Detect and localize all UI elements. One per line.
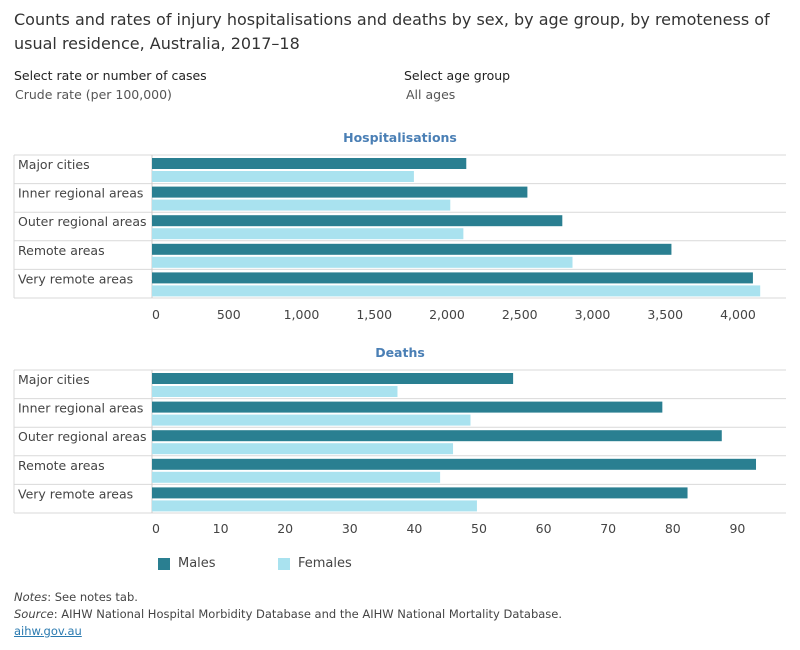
age-group-selector[interactable]: All ages xyxy=(406,87,456,102)
chart-1-bar-females xyxy=(152,414,471,426)
legend-males-label: Males xyxy=(178,556,216,571)
chart-1-tick-label: 20 xyxy=(277,521,293,536)
legend-males-swatch xyxy=(158,557,170,570)
chart-1-bar-males xyxy=(152,430,722,442)
rate-selector[interactable]: Crude rate (per 100,000) xyxy=(15,87,172,102)
notes-text: Notes: See notes tab. xyxy=(14,590,138,604)
chart-1-tick-label: 40 xyxy=(406,521,422,536)
legend-males[interactable]: Males xyxy=(158,556,216,571)
chart-1-category-label: Major cities xyxy=(18,372,90,387)
page-title: Counts and rates of injury hospitalisati… xyxy=(14,10,770,53)
chart-1-bar-males xyxy=(152,401,663,413)
chart-1-tick-label: 30 xyxy=(342,521,358,536)
source-body: : AIHW National Hospital Morbidity Datab… xyxy=(53,607,563,621)
age-group-selector-label: Select age group xyxy=(404,68,511,83)
chart-0-tick-label: 2,500 xyxy=(502,307,538,322)
chart-0-category-label: Inner regional areas xyxy=(18,186,143,201)
source-prefix: Source xyxy=(14,607,54,621)
chart-0-tick-label: 0 xyxy=(152,307,160,322)
chart-1-tick-label: 50 xyxy=(471,521,487,536)
legend-females-label: Females xyxy=(298,556,352,571)
chart-0-category-label: Very remote areas xyxy=(18,271,133,286)
chart-1-tick-label: 60 xyxy=(536,521,552,536)
chart-1-bar-females xyxy=(152,500,477,512)
chart-1-tick-label: 0 xyxy=(152,521,160,536)
chart-0-tick-label: 4,000 xyxy=(720,307,756,322)
chart-0-tick-label: 3,500 xyxy=(647,307,683,322)
chart-0-tick-label: 1,500 xyxy=(356,307,392,322)
chart-1-category-label: Remote areas xyxy=(18,458,105,473)
chart-0-tick-label: 2,000 xyxy=(429,307,465,322)
chart-1-tick-label: 80 xyxy=(665,521,681,536)
chart-0-category-label: Major cities xyxy=(18,157,90,172)
chart-0-bar-females xyxy=(152,285,761,297)
chart-0-bar-males xyxy=(152,243,672,255)
notes-prefix: Notes xyxy=(14,590,48,604)
chart-1-tick-label: 10 xyxy=(213,521,229,536)
chart-0-bar-females xyxy=(152,199,451,211)
chart-0-bar-females xyxy=(152,171,414,182)
chart-0-bar-males xyxy=(152,215,563,227)
aihw-link[interactable]: aihw.gov.au xyxy=(14,624,82,638)
chart-0-category-label: Outer regional areas xyxy=(18,214,147,229)
legend-females[interactable]: Females xyxy=(278,556,352,571)
notes-body: : See notes tab. xyxy=(47,590,138,604)
rate-selector-label: Select rate or number of cases xyxy=(14,68,207,83)
chart-1-bar-males xyxy=(152,487,688,499)
chart-0-bar-males xyxy=(152,186,528,198)
chart-1-bar-females xyxy=(152,386,398,397)
chart-1-bar-females xyxy=(152,443,454,455)
chart-0-tick-label: 1,000 xyxy=(284,307,320,322)
chart-0-bar-males xyxy=(152,158,467,169)
chart-1-tick-label: 90 xyxy=(729,521,745,536)
legend-females-swatch xyxy=(278,557,290,570)
chart-1-category-label: Very remote areas xyxy=(18,486,133,501)
chart-1-title: Deaths xyxy=(375,345,425,360)
chart-1-category-label: Outer regional areas xyxy=(18,429,147,444)
chart-0-category-label: Remote areas xyxy=(18,243,105,258)
chart-0-tick-label: 3,000 xyxy=(575,307,611,322)
chart-0-bar-females xyxy=(152,228,464,240)
chart-1-bar-females xyxy=(152,471,441,483)
chart-1-bar-males xyxy=(152,458,757,470)
source-text: Source: AIHW National Hospital Morbidity… xyxy=(14,607,562,621)
chart-0-bar-males xyxy=(152,272,753,284)
chart-0-tick-label: 500 xyxy=(217,307,241,322)
chart-1-bar-males xyxy=(152,373,514,384)
chart-1-tick-label: 70 xyxy=(600,521,616,536)
chart-1-category-label: Inner regional areas xyxy=(18,401,143,416)
chart-0-bar-females xyxy=(152,256,573,268)
chart-0-title: Hospitalisations xyxy=(343,130,457,145)
